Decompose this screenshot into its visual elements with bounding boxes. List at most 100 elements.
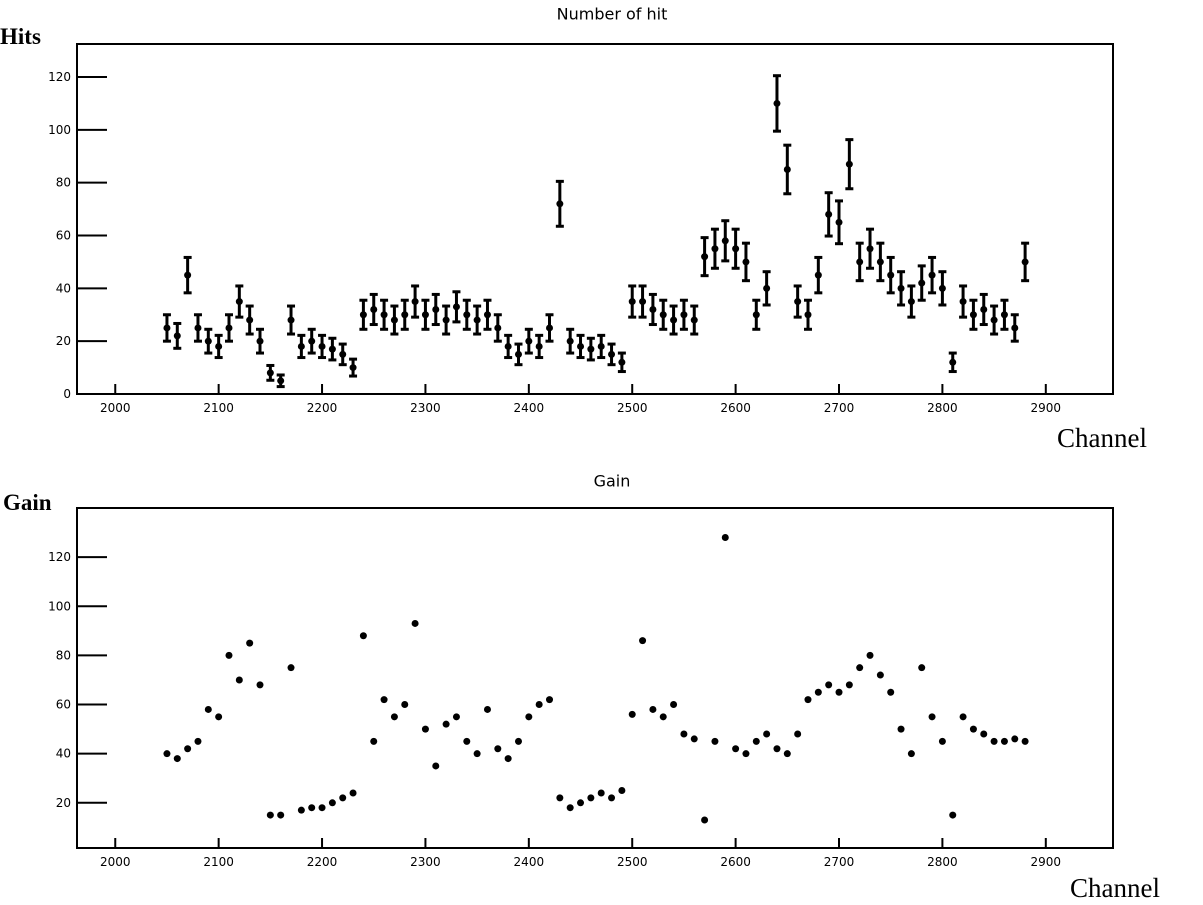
point <box>680 730 688 738</box>
point <box>721 533 729 541</box>
point <box>804 696 812 704</box>
x-tick-label: 2400 <box>514 855 545 869</box>
point <box>639 298 647 306</box>
point <box>535 701 543 709</box>
point <box>256 681 264 689</box>
y-tick-label: 120 <box>48 70 71 84</box>
y-tick-label: 60 <box>56 698 71 712</box>
point <box>752 737 760 745</box>
point <box>628 298 636 306</box>
point <box>659 713 667 721</box>
point <box>328 345 336 353</box>
y-tick-label: 40 <box>56 281 71 295</box>
point <box>370 737 378 745</box>
point <box>308 337 316 345</box>
point <box>1021 737 1029 745</box>
x-tick-label: 2600 <box>720 855 751 869</box>
point <box>918 279 926 287</box>
point <box>783 750 791 758</box>
point <box>1000 311 1008 319</box>
point <box>504 342 512 350</box>
point <box>876 258 884 266</box>
y-tick-label: 40 <box>56 747 71 761</box>
point <box>194 324 202 332</box>
point <box>173 332 181 340</box>
point <box>390 713 398 721</box>
point <box>628 710 636 718</box>
point <box>597 789 605 797</box>
point <box>318 342 326 350</box>
point <box>370 305 378 313</box>
point <box>742 258 750 266</box>
point <box>835 688 843 696</box>
point <box>204 337 212 345</box>
point <box>845 160 853 168</box>
point <box>959 713 967 721</box>
point <box>504 755 512 763</box>
point <box>773 99 781 107</box>
point <box>339 350 347 358</box>
point <box>287 664 295 672</box>
point <box>825 681 833 689</box>
x-tick-label: 2700 <box>824 855 855 869</box>
point <box>359 632 367 640</box>
point <box>876 671 884 679</box>
point <box>618 358 626 366</box>
point <box>473 316 481 324</box>
point <box>577 342 585 350</box>
y-tick-label: 60 <box>56 229 71 243</box>
point <box>701 253 709 261</box>
point <box>256 337 264 345</box>
point <box>1000 737 1008 745</box>
point <box>442 316 450 324</box>
y-axis-label: Gain <box>3 490 52 515</box>
point <box>390 316 398 324</box>
point <box>980 730 988 738</box>
point <box>835 218 843 226</box>
point <box>866 651 874 659</box>
point <box>680 311 688 319</box>
y-tick-label: 100 <box>48 599 71 613</box>
point <box>938 737 946 745</box>
x-tick-label: 2700 <box>824 401 855 415</box>
y-tick-label: 80 <box>56 176 71 190</box>
x-tick-label: 2200 <box>307 855 338 869</box>
x-tick-label: 2900 <box>1031 401 1062 415</box>
point <box>349 364 357 372</box>
point <box>266 369 274 377</box>
point <box>380 696 388 704</box>
point <box>856 258 864 266</box>
point <box>235 298 243 306</box>
point <box>411 298 419 306</box>
point <box>690 735 698 743</box>
x-tick-label: 2800 <box>927 401 958 415</box>
point <box>701 816 709 824</box>
point <box>990 316 998 324</box>
point <box>887 688 895 696</box>
point <box>794 730 802 738</box>
point <box>204 705 212 713</box>
point <box>804 311 812 319</box>
chart-title: Gain <box>594 472 631 491</box>
point <box>732 245 740 253</box>
x-tick-label: 2600 <box>720 401 751 415</box>
y-axis-label: Hits <box>0 24 41 49</box>
point <box>711 737 719 745</box>
point <box>235 676 243 684</box>
x-tick-label: 2500 <box>617 855 648 869</box>
point <box>887 271 895 279</box>
y-tick-label: 80 <box>56 648 71 662</box>
point <box>277 811 285 819</box>
point <box>597 342 605 350</box>
point <box>494 324 502 332</box>
x-tick-label: 2500 <box>617 401 648 415</box>
point <box>463 311 471 319</box>
point <box>452 713 460 721</box>
point <box>897 284 905 292</box>
point <box>380 311 388 319</box>
point <box>587 345 595 353</box>
point <box>514 350 522 358</box>
point <box>328 799 336 807</box>
x-tick-label: 2100 <box>203 855 234 869</box>
x-tick-label: 2300 <box>410 401 441 415</box>
